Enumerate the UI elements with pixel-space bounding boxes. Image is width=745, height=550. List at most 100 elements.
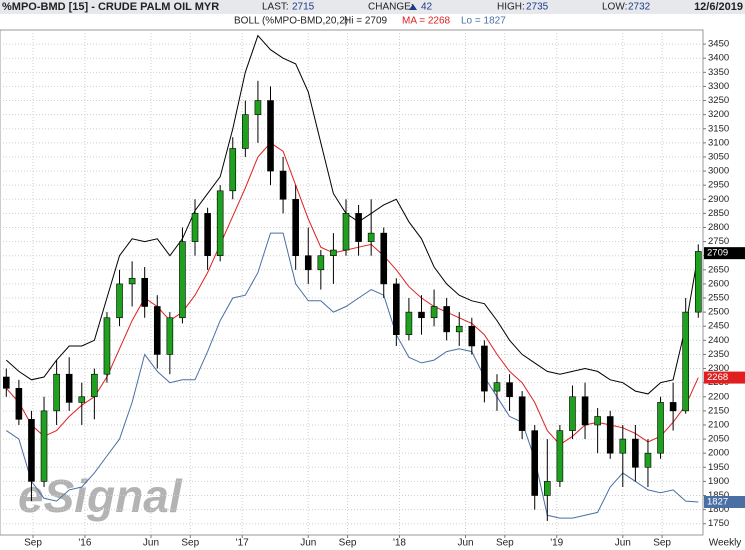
y-tick-label: 2150 <box>708 405 729 416</box>
study-lo: Lo = 1827 <box>461 16 506 27</box>
y-tick-label: 3350 <box>708 67 729 78</box>
last-value: 2715 <box>292 2 315 13</box>
candle-body <box>128 277 136 285</box>
period-label: Weekly <box>709 538 742 549</box>
candle-body <box>141 277 148 307</box>
candle-body <box>254 100 262 115</box>
y-tick-label: 2350 <box>708 349 729 360</box>
study-label: BOLL (%MPO-BMD,20,2) <box>234 16 348 27</box>
y-tick-label: 2450 <box>708 321 729 332</box>
x-tick-label: Sep <box>181 538 199 549</box>
y-tick-label: 3100 <box>708 137 729 148</box>
candle-body <box>430 306 438 319</box>
y-tick-label: 2650 <box>708 264 729 275</box>
x-tick-label: Jun <box>143 538 159 549</box>
candle-body <box>28 419 35 482</box>
y-tick-label: 2900 <box>708 194 729 205</box>
candle-body <box>65 373 73 403</box>
price-tag <box>704 371 745 384</box>
study-ma: MA = 2268 <box>402 16 451 27</box>
candle-body <box>40 410 48 482</box>
low-label: LOW: <box>602 2 627 13</box>
high-label: HIGH: <box>497 2 525 13</box>
y-tick-label: 3200 <box>708 109 729 120</box>
y-tick-label: 3050 <box>708 151 729 162</box>
low-value: 2732 <box>628 2 651 13</box>
candle-body <box>355 213 362 242</box>
candle-body <box>367 232 375 242</box>
candle-body <box>179 241 186 319</box>
candle-body <box>279 170 287 200</box>
candle-body <box>481 345 488 392</box>
y-tick-label: 2800 <box>708 222 729 233</box>
x-tick-label: '16 <box>78 538 91 549</box>
candle-body <box>15 387 23 420</box>
y-tick-label: 2050 <box>708 434 729 445</box>
y-tick-label: 3300 <box>708 81 729 92</box>
candle-body <box>455 325 463 333</box>
candle-body <box>531 430 539 496</box>
candle-body <box>493 382 501 392</box>
candle-body <box>267 100 274 172</box>
candle-body <box>694 251 702 313</box>
y-tick-label: 2000 <box>708 448 729 459</box>
up-arrow <box>409 4 417 10</box>
candle-body <box>619 438 627 454</box>
candle-body <box>304 255 312 271</box>
candle-body <box>518 396 526 431</box>
candle-body <box>53 373 60 412</box>
candle-body <box>594 416 601 426</box>
candle-body <box>116 283 123 319</box>
change-value: 42 <box>421 2 433 13</box>
candle-body <box>91 373 98 398</box>
candle-body <box>581 396 589 426</box>
candle-body <box>544 481 551 496</box>
y-tick-label: 3000 <box>708 166 729 177</box>
candle-body <box>569 396 576 431</box>
x-tick-label: '19 <box>550 538 563 549</box>
price-tag-label: 2709 <box>707 248 728 259</box>
high-value: 2735 <box>526 2 549 13</box>
y-tick-label: 2550 <box>708 293 729 304</box>
y-tick-label: 2600 <box>708 278 729 289</box>
candle-body <box>405 311 413 335</box>
x-tick-label: '17 <box>236 538 249 549</box>
candle-body <box>556 430 564 482</box>
candle-body <box>216 190 224 256</box>
x-tick-label: Jun <box>300 538 316 549</box>
x-tick-label: '18 <box>393 538 406 549</box>
y-tick-label: 3450 <box>708 39 729 50</box>
candle-body <box>632 438 639 468</box>
candle-body <box>166 317 174 355</box>
y-tick-label: 1750 <box>708 518 729 529</box>
candle-body <box>393 283 400 335</box>
candle-body <box>103 317 111 375</box>
x-tick-label: Jun <box>615 538 631 549</box>
y-tick-label: 2750 <box>708 236 729 247</box>
y-tick-label: 3400 <box>708 53 729 64</box>
candle-body <box>506 382 513 398</box>
y-tick-label: 2500 <box>708 307 729 318</box>
y-tick-label: 2300 <box>708 363 729 374</box>
candle-body <box>292 198 299 256</box>
last-label: LAST: <box>262 2 289 13</box>
candle-body <box>380 232 388 285</box>
candle-body <box>443 306 450 333</box>
candle-body <box>317 255 325 271</box>
candle-body <box>153 306 161 355</box>
date: 12/6/2019 <box>694 1 743 13</box>
candle-body <box>229 148 237 192</box>
y-tick-label: 2950 <box>708 180 729 191</box>
study-hi: Hi = 2709 <box>344 16 388 27</box>
x-tick-label: Sep <box>24 538 42 549</box>
price-tag-label: 2268 <box>707 372 728 383</box>
band-lower <box>6 232 699 519</box>
x-tick-label: Jun <box>457 538 473 549</box>
y-tick-label: 3150 <box>708 123 729 134</box>
candle-body <box>606 416 614 454</box>
candle-body <box>330 249 337 256</box>
candle-body <box>2 376 10 389</box>
candle-body <box>342 213 350 251</box>
change-label: CHANGE: <box>368 2 414 13</box>
